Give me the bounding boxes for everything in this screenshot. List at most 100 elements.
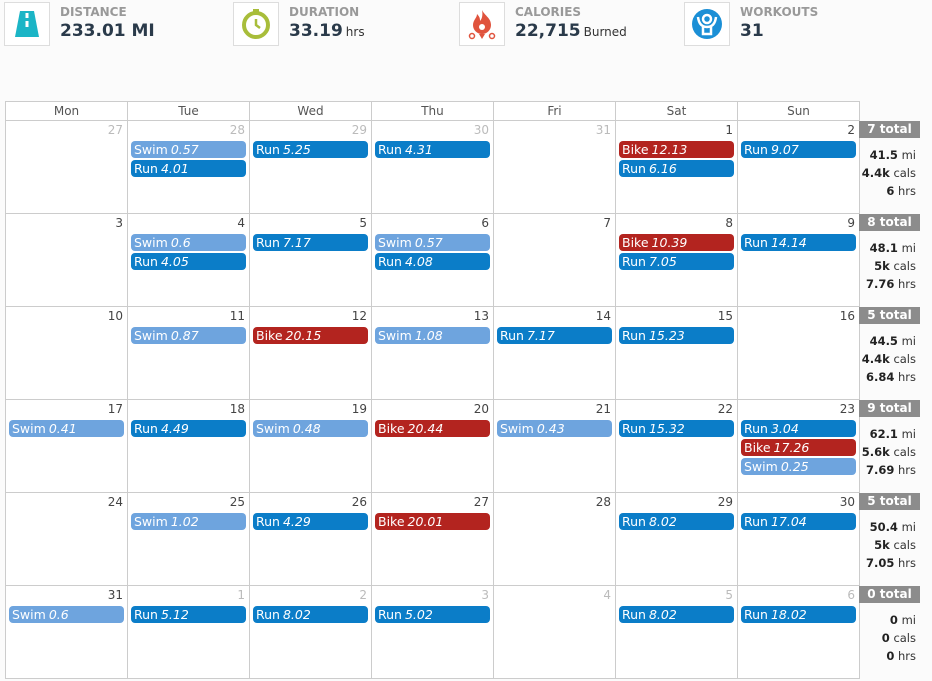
workout-run[interactable]: Run 5.02 (375, 606, 490, 623)
day-cell[interactable]: 23 Run 3.04 Bike 17.26 Swim 0.25 (737, 399, 860, 493)
day-cell[interactable]: 17 Swim 0.41 (5, 399, 128, 493)
day-cell[interactable]: 6 Run 18.02 (737, 585, 860, 679)
day-cell[interactable]: 10 (5, 306, 128, 400)
day-cell[interactable]: 16 (737, 306, 860, 400)
workout-run[interactable]: Run 4.01 (131, 160, 246, 177)
workout-run[interactable]: Run 8.02 (619, 606, 734, 623)
day-number: 22 (717, 402, 733, 416)
workout-run[interactable]: Run 5.25 (253, 141, 368, 158)
day-cell[interactable]: 29 Run 5.25 (249, 120, 372, 214)
workout-run[interactable]: Run 8.02 (619, 513, 734, 530)
day-number: 25 (229, 495, 245, 509)
workout-run[interactable]: Run 18.02 (741, 606, 856, 623)
day-cell[interactable]: 24 (5, 492, 128, 586)
day-cell[interactable]: 3 Run 5.02 (371, 585, 494, 679)
workout-run[interactable]: Run 15.32 (619, 420, 734, 437)
day-cell[interactable]: 4 Swim 0.6 Run 4.05 (127, 213, 250, 307)
day-cell[interactable]: 30 Run 4.31 (371, 120, 494, 214)
day-cell[interactable]: 1 Run 5.12 (127, 585, 250, 679)
day-cell[interactable]: 19 Swim 0.48 (249, 399, 372, 493)
day-cell[interactable]: 5 Run 8.02 (615, 585, 738, 679)
workout-run[interactable]: Run 9.07 (741, 141, 856, 158)
workout-swim[interactable]: Swim 1.02 (131, 513, 246, 530)
workout-swim[interactable]: Swim 0.25 (741, 458, 856, 475)
day-cell[interactable]: 11 Swim 0.87 (127, 306, 250, 400)
day-cell[interactable]: 5 Run 7.17 (249, 213, 372, 307)
workout-run[interactable]: Run 5.12 (131, 606, 246, 623)
workout-swim[interactable]: Swim 0.48 (253, 420, 368, 437)
workout-run[interactable]: Run 7.17 (253, 234, 368, 251)
workout-type: Bike (378, 514, 405, 529)
workout-bike[interactable]: Bike 12.13 (619, 141, 734, 158)
workout-run[interactable]: Run 3.04 (741, 420, 856, 437)
workout-swim[interactable]: Swim 1.08 (375, 327, 490, 344)
workout-run[interactable]: Run 17.04 (741, 513, 856, 530)
day-cell[interactable]: 22 Run 15.32 (615, 399, 738, 493)
workout-run[interactable]: Run 4.05 (131, 253, 246, 270)
workout-run[interactable]: Run 8.02 (253, 606, 368, 623)
day-cell[interactable]: 18 Run 4.49 (127, 399, 250, 493)
workout-type: Swim (500, 421, 534, 436)
day-cell[interactable]: 3 (5, 213, 128, 307)
day-number: 1 (237, 588, 245, 602)
day-cell[interactable]: 12 Bike 20.15 (249, 306, 372, 400)
day-cell[interactable]: 21 Swim 0.43 (493, 399, 616, 493)
day-number: 2 (359, 588, 367, 602)
day-cell[interactable]: 30 Run 17.04 (737, 492, 860, 586)
workout-swim[interactable]: Swim 0.6 (9, 606, 124, 623)
day-cell[interactable]: 28 Swim 0.57 Run 4.01 (127, 120, 250, 214)
day-cell[interactable]: 27 (5, 120, 128, 214)
workout-run[interactable]: Run 6.16 (619, 160, 734, 177)
workout-swim[interactable]: Swim 0.57 (131, 141, 246, 158)
day-cell[interactable]: 4 (493, 585, 616, 679)
workout-bike[interactable]: Bike 20.44 (375, 420, 490, 437)
workout-type: Run (256, 514, 280, 529)
workout-run[interactable]: Run 4.49 (131, 420, 246, 437)
day-cell[interactable]: 25 Swim 1.02 (127, 492, 250, 586)
day-header-wed: Wed (249, 101, 372, 120)
day-cell[interactable]: 6 Swim 0.57 Run 4.08 (371, 213, 494, 307)
day-cell[interactable]: 31 Swim 0.6 (5, 585, 128, 679)
day-cell[interactable]: 20 Bike 20.44 (371, 399, 494, 493)
day-cell[interactable]: 14 Run 7.17 (493, 306, 616, 400)
day-cell[interactable]: 2 Run 8.02 (249, 585, 372, 679)
day-cell[interactable]: 7 (493, 213, 616, 307)
workout-run[interactable]: Run 15.23 (619, 327, 734, 344)
workout-run[interactable]: Run 7.17 (497, 327, 612, 344)
day-cell[interactable]: 9 Run 14.14 (737, 213, 860, 307)
workout-type: Bike (744, 440, 771, 455)
stat-value: 31 (740, 21, 764, 41)
workout-type: Swim (134, 328, 168, 343)
workout-run[interactable]: Run 4.31 (375, 141, 490, 158)
workout-run[interactable]: Run 4.08 (375, 253, 490, 270)
day-number: 19 (351, 402, 367, 416)
stat-value: 233.01 MI (60, 21, 155, 41)
workout-swim[interactable]: Swim 0.43 (497, 420, 612, 437)
day-cell[interactable]: 13 Swim 1.08 (371, 306, 494, 400)
day-cell[interactable]: 26 Run 4.29 (249, 492, 372, 586)
day-cell[interactable]: 8 Bike 10.39 Run 7.05 (615, 213, 738, 307)
stat-label: WORKOUTS (740, 5, 819, 19)
workout-bike[interactable]: Bike 10.39 (619, 234, 734, 251)
day-cell[interactable]: 2 Run 9.07 (737, 120, 860, 214)
workout-run[interactable]: Run 14.14 (741, 234, 856, 251)
day-cell[interactable]: 1 Bike 12.13 Run 6.16 (615, 120, 738, 214)
day-cell[interactable]: 29 Run 8.02 (615, 492, 738, 586)
workout-swim[interactable]: Swim 0.41 (9, 420, 124, 437)
workout-bike[interactable]: Bike 17.26 (741, 439, 856, 456)
workout-swim[interactable]: Swim 0.87 (131, 327, 246, 344)
day-cell[interactable]: 15 Run 15.23 (615, 306, 738, 400)
workout-bike[interactable]: Bike 20.15 (253, 327, 368, 344)
workout-run[interactable]: Run 7.05 (619, 253, 734, 270)
stat-unit: Burned (583, 25, 627, 39)
workout-distance: 0.25 (780, 459, 809, 474)
workout-run[interactable]: Run 4.29 (253, 513, 368, 530)
day-cell[interactable]: 31 (493, 120, 616, 214)
workout-swim[interactable]: Swim 0.6 (131, 234, 246, 251)
workout-bike[interactable]: Bike 20.01 (375, 513, 490, 530)
workout-swim[interactable]: Swim 0.57 (375, 234, 490, 251)
day-number: 11 (229, 309, 245, 323)
workout-type: Run (500, 328, 524, 343)
day-cell[interactable]: 27 Bike 20.01 (371, 492, 494, 586)
day-cell[interactable]: 28 (493, 492, 616, 586)
